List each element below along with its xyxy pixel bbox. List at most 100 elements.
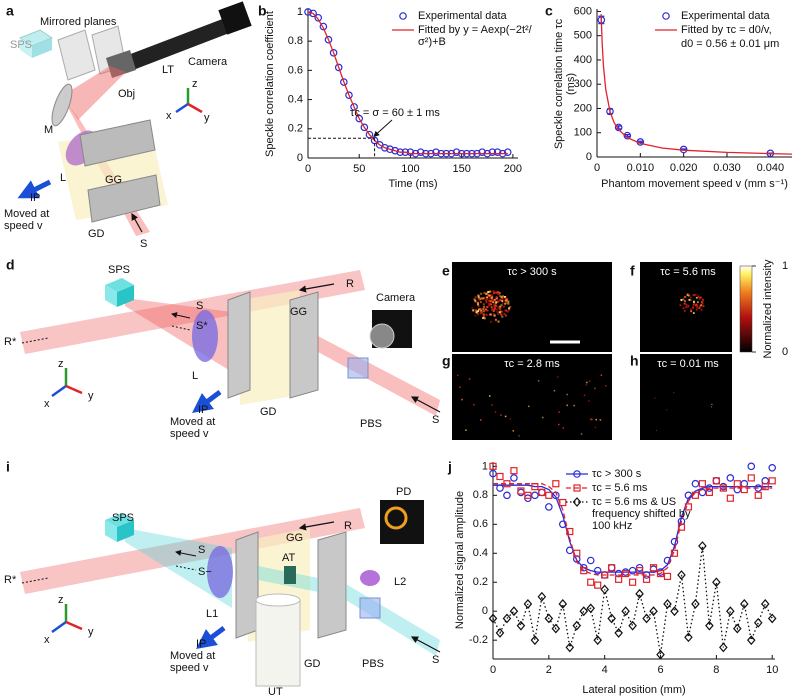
legend-label: τc = 5.6 ms & US frequency shifted by 10… bbox=[592, 496, 690, 532]
speckle bbox=[486, 306, 489, 309]
speckle bbox=[506, 310, 509, 313]
x-tick-label: 0 bbox=[305, 163, 311, 175]
speckle bbox=[500, 304, 503, 307]
shape bbox=[192, 310, 218, 362]
data-point bbox=[488, 148, 497, 156]
speckle bbox=[693, 294, 696, 297]
speckle bbox=[692, 303, 695, 306]
speckle bbox=[488, 296, 491, 299]
speckle bbox=[504, 309, 507, 312]
speckle bbox=[493, 305, 496, 308]
speckle bbox=[702, 298, 704, 301]
data-point bbox=[747, 462, 756, 471]
data-point bbox=[579, 606, 589, 617]
speckle bbox=[490, 306, 493, 309]
annotation: τc = σ = 60 ± 1 ms bbox=[350, 107, 440, 119]
shape bbox=[171, 325, 191, 331]
series-line bbox=[307, 11, 508, 155]
shape bbox=[105, 513, 134, 527]
shape bbox=[218, 1, 252, 35]
legend-label: Experimental data bbox=[418, 10, 507, 22]
speckle bbox=[553, 389, 556, 392]
speckle bbox=[698, 298, 701, 301]
speckle bbox=[599, 419, 602, 421]
legend-label: τc = 5.6 ms bbox=[592, 482, 648, 494]
y-tick-label: 400 bbox=[574, 54, 592, 66]
speckle bbox=[490, 297, 493, 300]
shape bbox=[51, 384, 67, 398]
colorbar bbox=[739, 265, 753, 353]
y-tick-label: 300 bbox=[574, 78, 592, 90]
speckle bbox=[482, 313, 485, 316]
speckle bbox=[494, 411, 497, 413]
speckle bbox=[480, 312, 483, 315]
speckle bbox=[479, 308, 482, 311]
y-tick-label: 1 bbox=[297, 6, 303, 18]
speckle bbox=[711, 403, 713, 405]
speckle bbox=[489, 313, 492, 316]
label: x bbox=[44, 634, 50, 646]
label: Mirrored planes bbox=[40, 16, 117, 28]
shape bbox=[21, 337, 49, 344]
label: PBS bbox=[360, 418, 382, 430]
speckle bbox=[683, 302, 686, 305]
data-point bbox=[587, 578, 595, 586]
speckle bbox=[474, 300, 477, 303]
data-point bbox=[768, 463, 777, 472]
speckle bbox=[477, 308, 480, 311]
shape bbox=[317, 531, 347, 639]
speckle bbox=[508, 308, 511, 311]
speckle bbox=[518, 435, 520, 437]
speckle bbox=[473, 404, 475, 406]
data-point bbox=[691, 479, 700, 488]
y-axis-label: Speckle correlation coefficient bbox=[264, 11, 276, 157]
data-point bbox=[324, 35, 333, 44]
label: L2 bbox=[394, 576, 406, 588]
shape bbox=[79, 119, 156, 167]
label: y bbox=[88, 626, 94, 638]
label: S* bbox=[196, 320, 208, 332]
y-tick-label: 200 bbox=[574, 102, 592, 114]
label: y bbox=[204, 112, 210, 124]
shape bbox=[410, 396, 441, 413]
data-point bbox=[684, 491, 693, 500]
shape bbox=[347, 357, 369, 379]
legend-marker bbox=[662, 12, 670, 20]
speckle bbox=[501, 315, 504, 318]
speckle bbox=[527, 405, 530, 408]
speckle bbox=[461, 398, 463, 401]
data-point bbox=[747, 474, 755, 482]
data-point bbox=[712, 477, 721, 485]
shape bbox=[359, 597, 381, 619]
speckle bbox=[483, 291, 486, 294]
data-point bbox=[656, 649, 665, 660]
speckle bbox=[483, 317, 486, 320]
y-tick-label: 0.4 bbox=[473, 547, 488, 559]
y-axis-label: Normalized signal amplitude bbox=[454, 490, 466, 630]
data-point bbox=[530, 635, 540, 646]
legend-label: τc = 5.6 ms bbox=[592, 482, 648, 494]
data-point bbox=[496, 472, 504, 481]
speckle bbox=[689, 296, 692, 299]
speckle bbox=[493, 298, 496, 301]
speckle bbox=[485, 299, 488, 302]
speckle bbox=[499, 295, 502, 298]
label: R bbox=[344, 520, 352, 532]
data-point bbox=[767, 613, 777, 624]
data-point bbox=[677, 523, 686, 531]
data-point bbox=[739, 599, 749, 609]
shape bbox=[62, 66, 126, 120]
label: z bbox=[58, 594, 64, 606]
speckle bbox=[504, 302, 507, 305]
y-tick-label: 0 bbox=[586, 151, 592, 163]
data-point bbox=[705, 484, 714, 492]
data-point bbox=[663, 599, 672, 609]
colorbar-label: Normalized intensity bbox=[762, 259, 774, 359]
speckle bbox=[491, 308, 494, 311]
speckle bbox=[500, 313, 503, 316]
speckle bbox=[496, 291, 499, 294]
speckle bbox=[558, 423, 560, 426]
data-point bbox=[340, 78, 348, 86]
data-point bbox=[572, 620, 582, 631]
y-tick-label: 0 bbox=[482, 605, 488, 617]
